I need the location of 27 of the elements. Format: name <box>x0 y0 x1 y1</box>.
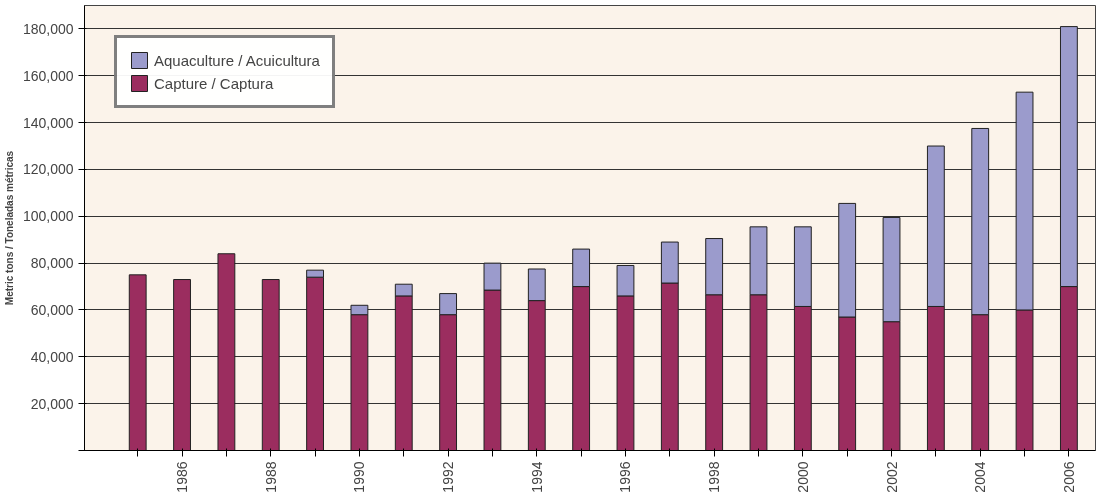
bar <box>217 253 236 451</box>
x-tick-label: 2000 <box>794 461 811 493</box>
y-tick-label: 180,000 <box>22 20 74 37</box>
x-tick-label: 2002 <box>883 461 900 493</box>
x-tick-label: 2004 <box>972 461 989 493</box>
y-tick-label: 40,000 <box>30 348 74 365</box>
bar <box>261 279 280 451</box>
x-tick-label: 1998 <box>706 461 723 493</box>
y-axis-title: Metric tons / Toneladas métricas <box>3 150 15 306</box>
bar <box>173 279 191 451</box>
x-tick-label: 1986 <box>174 461 191 493</box>
x-tick-label: 1990 <box>351 461 368 493</box>
y-tick-label: 120,000 <box>22 161 74 178</box>
y-tick-label: 160,000 <box>22 67 74 84</box>
x-tick-label: 1996 <box>617 461 634 493</box>
x-tick-label: 1994 <box>528 461 545 493</box>
bar <box>128 274 147 451</box>
legend-label: Aquaculture / Acuicultura <box>154 51 320 69</box>
y-tick-label: 60,000 <box>30 301 74 318</box>
legend-label: Capture / Captura <box>154 74 274 92</box>
x-tick-label: 2006 <box>1060 461 1077 493</box>
y-tick-label: 80,000 <box>30 255 74 272</box>
y-tick-label: 100,000 <box>22 208 74 225</box>
y-tick-label: 140,000 <box>22 114 74 131</box>
y-tick-label: 20,000 <box>30 395 74 412</box>
x-tick-label: 1988 <box>262 461 279 493</box>
x-tick-label: 1992 <box>440 461 457 493</box>
